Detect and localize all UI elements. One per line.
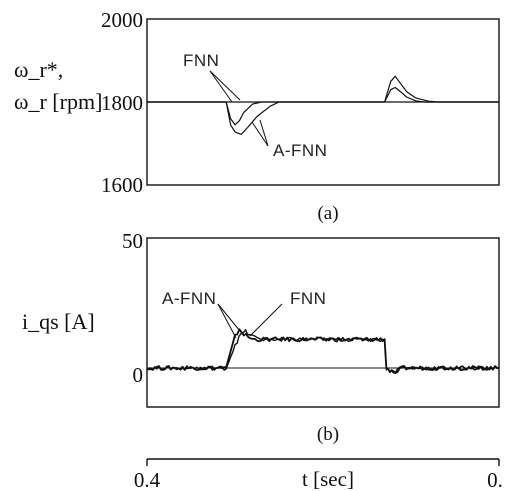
plot-frame-b: [146, 237, 500, 408]
series-fnn-line: [147, 86, 499, 126]
traces-b: [146, 328, 500, 374]
time-axis: 0.4 0. t [sec]: [134, 458, 503, 491]
time-tick-left: 0.4: [134, 468, 161, 491]
annot-arrow-fnn-b: [249, 303, 283, 337]
annot-arrow-fnn-a-tail: [209, 70, 233, 103]
ytick-0-b: 0: [133, 363, 144, 387]
ytick-1600-a: 1600: [101, 173, 143, 197]
series-a-fnn-line: [146, 328, 500, 374]
annot-arrow-afnn-b: [217, 303, 237, 339]
panel-a: 2000 1800 1600 ω_r*, ω_r [rpm] FNN A-FNN…: [14, 8, 500, 224]
series-fnn-line: [146, 329, 500, 374]
panel-label-b: (b): [317, 424, 339, 445]
ylabel-line2-a: ω_r [rpm]: [14, 89, 102, 114]
ytick-1800-a: 1800: [101, 91, 143, 115]
traces-a: [147, 75, 499, 135]
series-a-fnn-line: [147, 75, 499, 135]
ytick-2000-a: 2000: [101, 8, 143, 32]
annot-arrow-fnn-a: [209, 70, 241, 101]
annot-arrow-afnn-a-tail: [259, 119, 269, 147]
annotation-fnn-b: FNN: [290, 289, 326, 308]
time-tick-right: 0.: [487, 468, 503, 491]
annotation-afnn-b: A-FNN: [162, 289, 216, 308]
annot-arrow-afnn-b-tail: [217, 303, 245, 337]
ylabel-b: i_qs [A]: [22, 309, 95, 334]
annot-arrow-afnn-a: [251, 121, 269, 147]
panel-label-a: (a): [317, 203, 338, 224]
annotation-afnn-a: A-FNN: [273, 141, 327, 160]
panel-b: 50 0 i_qs [A] A-FNN FNN (b): [22, 229, 500, 445]
ytick-50-b: 50: [122, 229, 143, 253]
time-axis-label: t [sec]: [302, 467, 354, 491]
ylabel-line1-a: ω_r*,: [14, 57, 63, 82]
annotation-fnn-a: FNN: [183, 51, 219, 70]
